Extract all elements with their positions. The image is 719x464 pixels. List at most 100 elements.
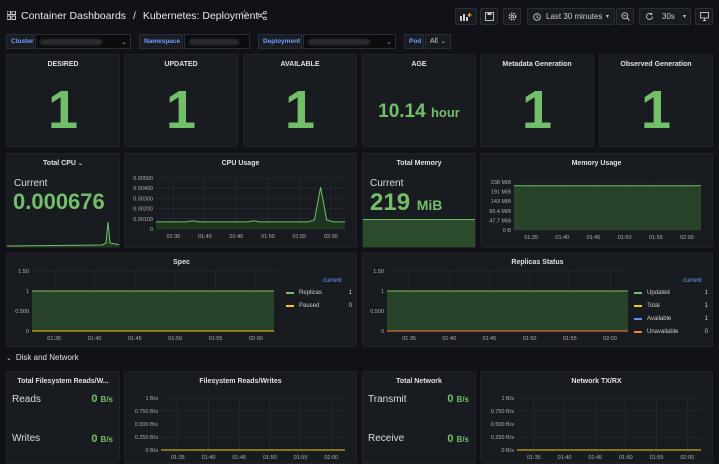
y-tick-label: 0 B/s: [145, 448, 158, 454]
current-label: Current: [370, 178, 404, 189]
y-tick-label: 238 MiB: [491, 180, 512, 186]
x-tick-label: 01:50: [618, 235, 632, 241]
refresh-picker[interactable]: 30s ▾: [639, 8, 691, 25]
y-tick-label: 0 B: [503, 228, 512, 234]
legend-value: 1: [704, 303, 708, 309]
namespace-select[interactable]: [184, 34, 250, 49]
x-tick-label: 01:45: [229, 234, 243, 240]
metadata-generation-panel[interactable]: Metadata Generation 1: [480, 54, 594, 147]
x-tick-label: 01:50: [168, 336, 182, 342]
reads-value: 0: [91, 393, 98, 405]
y-tick-label: 0.500: [15, 309, 29, 315]
x-tick-label: 01:40: [202, 455, 216, 461]
legend-swatch: [634, 318, 642, 320]
y-tick-label: 0.250 B/s: [491, 435, 514, 441]
total-cpu-panel[interactable]: Total CPU ⌄ Current 0.000676: [6, 153, 120, 248]
deployment-select[interactable]: ⌄: [303, 34, 396, 49]
breadcrumb-folder[interactable]: Container Dashboards: [21, 10, 127, 22]
pod-value: All: [430, 38, 438, 45]
y-tick-label: 1: [381, 289, 384, 295]
time-range-label: Last 30 minutes: [546, 12, 603, 21]
x-tick-label: 02:00: [680, 235, 694, 241]
receive-value-row: 0 B/s: [447, 433, 469, 445]
chevron-down-icon: ⌄: [77, 161, 83, 167]
zoom-out-button[interactable]: [616, 8, 634, 25]
time-range-picker[interactable]: Last 30 minutes ▾: [527, 8, 615, 25]
save-dashboard-button[interactable]: [480, 8, 498, 25]
transmit-value: 0: [447, 393, 454, 405]
legend-item[interactable]: Updated 1: [634, 288, 708, 298]
series-area-memory: [514, 185, 701, 230]
x-tick-label: 01:45: [483, 336, 497, 342]
series-area-updated: [387, 291, 628, 331]
age-panel[interactable]: AGE 10.14 hour: [362, 54, 476, 147]
total-fs-panel[interactable]: Total Filesystem Reads/W... Reads 0 B/s …: [6, 371, 120, 464]
x-tick-label: 01:40: [442, 336, 456, 342]
chevron-down-icon: ▾: [605, 14, 609, 20]
updated-panel[interactable]: UPDATED 1: [124, 54, 238, 147]
dashboard-title[interactable]: Kubernetes: Deployment: [142, 10, 259, 22]
row-disk-and-network[interactable]: ⌄ Disk and Network: [6, 353, 79, 362]
x-tick-label: 01:35: [171, 455, 185, 461]
refresh-icon: [646, 12, 653, 20]
transmit-unit: B/s: [456, 395, 469, 404]
network-chart: 1 B/s 0.750 B/s 0.500 B/s 0.250 B/s 0 B/s 01:…: [491, 396, 701, 461]
settings-button[interactable]: [503, 8, 521, 25]
share-icon[interactable]: [258, 11, 267, 20]
panel-title: Total Filesystem Reads/W...: [17, 378, 109, 385]
x-tick-label: 01:45: [587, 235, 601, 241]
legend-value: 1: [704, 290, 708, 296]
memory-usage-panel[interactable]: Memory Usage 238 MiB 191 MiB 143 MiB 95.4 M…: [480, 153, 713, 248]
reads-label: Reads: [12, 394, 41, 405]
cluster-select[interactable]: ⌄: [35, 34, 131, 49]
y-tick-label: 0 B/s: [501, 448, 514, 454]
x-tick-label: 02:00: [324, 234, 338, 240]
tv-mode-button[interactable]: [695, 8, 713, 25]
total-memory-panel[interactable]: Total Memory Current 219 MiB: [362, 153, 476, 248]
legend-item[interactable]: Total 1: [634, 301, 708, 311]
x-tick-label: 01:40: [555, 235, 569, 241]
legend-item[interactable]: Unavailable 0: [634, 327, 708, 337]
replicas-status-panel[interactable]: Replicas Status 1.50 1 0.500 0 01:35 01:40 01:…: [362, 252, 713, 347]
x-tick-label: 01:55: [292, 234, 306, 240]
pod-select[interactable]: All ⌄: [425, 34, 451, 49]
add-panel-button[interactable]: [455, 8, 477, 25]
panel-title: UPDATED: [164, 61, 198, 68]
panel-title: DESIRED: [47, 61, 79, 68]
x-tick-label: 02:00: [603, 336, 617, 342]
pod-variable-label: Pod: [404, 34, 424, 49]
x-tick-label: 01:50: [523, 336, 537, 342]
desired-panel[interactable]: DESIRED 1: [6, 54, 120, 147]
x-tick-label: 01:50: [619, 455, 633, 461]
writes-value: 0: [91, 433, 98, 445]
refresh-interval: 30s: [662, 12, 675, 21]
legend-item[interactable]: Paused 0: [286, 301, 352, 311]
stat-value: 1: [165, 80, 197, 140]
total-network-panel[interactable]: Total Network Transmit 0 B/s Receive 0 B…: [362, 371, 476, 464]
x-tick-label: 01:45: [588, 455, 602, 461]
top-bar: Container Dashboards / Kubernetes: Deplo…: [0, 0, 719, 32]
series-line-cpu: [156, 187, 345, 223]
dashboards-grid-icon[interactable]: [7, 11, 16, 20]
spec-chart: 1.50 1 0.500 0 01:35 01:40 01:45 01:50 01:55 02:0…: [15, 269, 274, 342]
y-tick-label: 1.50: [373, 269, 384, 275]
y-tick-label: 0.250 B/s: [135, 435, 158, 441]
x-tick-label: 02:00: [680, 455, 694, 461]
spec-panel[interactable]: Spec 1.50 1 0.500 0 01:35 01:40 01:45 01:50 01:5…: [6, 252, 357, 347]
star-icon[interactable]: ☆: [240, 9, 249, 20]
stat-value: 1: [47, 80, 79, 140]
stat-value: 1: [284, 80, 316, 140]
network-graph-panel[interactable]: Network TX/RX 1 B/s 0.750 B/s 0.500 B/s 0.2…: [480, 371, 713, 464]
legend-item[interactable]: Available 1: [634, 314, 708, 324]
observed-generation-panel[interactable]: Observed Generation 1: [599, 54, 713, 147]
fs-graph-panel[interactable]: Filesystem Reads/Writes 1 B/s 0.750 B/s 0.…: [124, 371, 357, 464]
legend-swatch: [634, 305, 642, 307]
legend-value: 1: [348, 290, 352, 296]
panel-title[interactable]: Total CPU ⌄: [7, 160, 119, 167]
cpu-usage-chart: 0.00500 0.00400 0.00300 0.00200 0.00100 0 01:3…: [133, 176, 345, 240]
receive-unit: B/s: [456, 435, 469, 444]
cpu-usage-panel[interactable]: CPU Usage 0.00500 0.00400 0.00300 0.00200 0.…: [124, 153, 357, 248]
replicas-status-chart: 1.50 1 0.500 0 01:35 01:40 01:45 01:50 01:55 02:0…: [370, 269, 628, 342]
legend-item[interactable]: Replicas 1: [286, 288, 352, 298]
available-panel[interactable]: AVAILABLE 1: [243, 54, 357, 147]
